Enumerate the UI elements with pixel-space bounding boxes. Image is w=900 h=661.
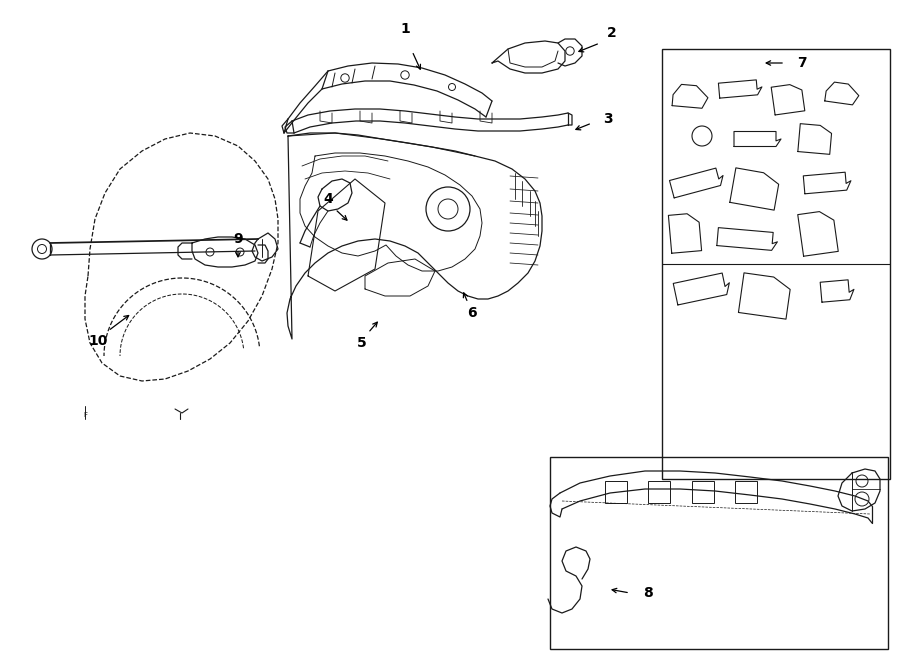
Text: 5: 5 [357, 336, 367, 350]
Text: 6: 6 [467, 306, 477, 320]
Bar [648, 481, 670, 503]
Bar [605, 481, 627, 503]
Text: 10: 10 [88, 334, 108, 348]
Bar [662, 49, 890, 479]
Bar [692, 481, 714, 503]
Text: 2: 2 [608, 26, 616, 40]
Text: 4: 4 [323, 192, 333, 206]
Text: 3: 3 [603, 112, 613, 126]
Text: 1: 1 [400, 22, 410, 36]
Text: 7: 7 [797, 56, 806, 70]
Text: 8: 8 [644, 586, 652, 600]
Text: 9: 9 [233, 232, 243, 246]
Bar [735, 481, 757, 503]
Bar [550, 457, 888, 649]
Text: F: F [83, 412, 87, 418]
